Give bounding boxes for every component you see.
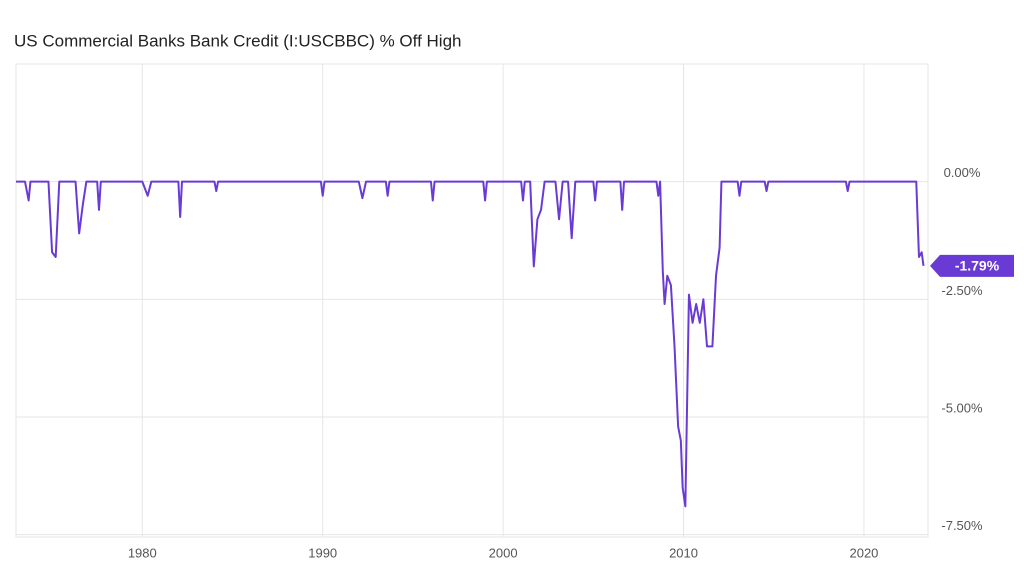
x-tick-label: 1980 (128, 545, 157, 560)
x-tick-label: 2010 (669, 545, 698, 560)
x-tick-label: 2000 (489, 545, 518, 560)
line-series (16, 180, 925, 508)
y-tick-label: -7.50% (941, 518, 983, 533)
chart-title: US Commercial Banks Bank Credit (I:USCBB… (14, 31, 461, 50)
y-tick-label: 0.00% (944, 165, 981, 180)
plot-frame (15, 63, 929, 538)
y-tick-label: -2.50% (941, 283, 983, 298)
x-tick-label: 2020 (849, 545, 878, 560)
y-tick-label: -5.00% (941, 400, 983, 415)
x-tick-label: 1990 (308, 545, 337, 560)
last-value-badge (930, 254, 1014, 277)
last-value-label: -1.79% (955, 258, 1000, 274)
